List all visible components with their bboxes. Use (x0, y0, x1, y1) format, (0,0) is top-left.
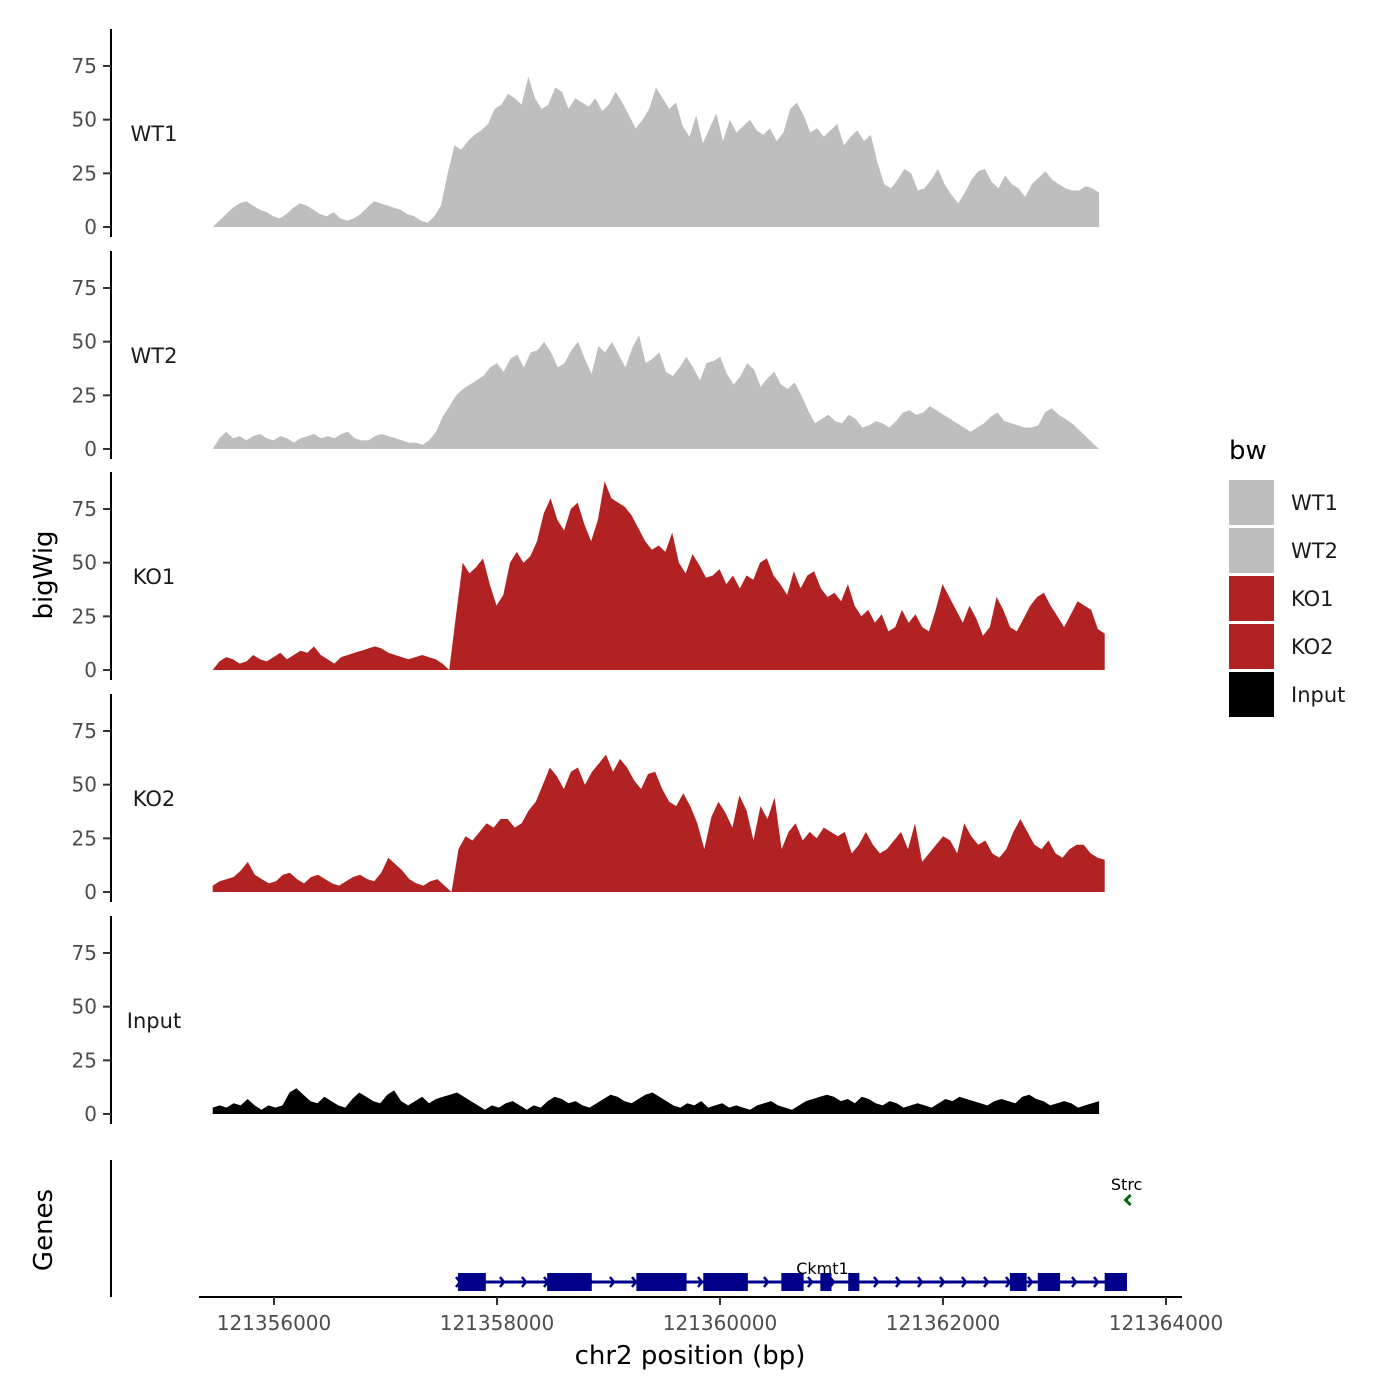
genes-panel: Genes Ckmt1 Strc (29, 1160, 1142, 1297)
y-tick-label: 0 (84, 880, 97, 904)
strand-arrow (1092, 1276, 1100, 1288)
y-tick-label: 0 (84, 437, 97, 461)
gene-exon (1009, 1273, 1027, 1291)
legend-label: WT1 (1291, 491, 1338, 515)
strand-arrow (894, 1276, 902, 1288)
track-label-wt2: WT2 (131, 344, 178, 368)
gene-exon (781, 1273, 804, 1291)
strand-arrow (696, 1276, 704, 1288)
y-tick-label: 25 (72, 161, 97, 185)
gene-label: Strc (1111, 1175, 1142, 1194)
y-tick-label: 75 (72, 54, 97, 78)
y-tick-label: 0 (84, 215, 97, 239)
y-tick-label: 75 (72, 941, 97, 965)
y-tick-label: 0 (84, 1102, 97, 1126)
x-axis-title: chr2 position (bp) (575, 1341, 806, 1371)
gene-exon (457, 1273, 486, 1291)
legend-item-ko1: KO1 (1229, 576, 1334, 621)
y-tick-label: 50 (72, 108, 97, 132)
y-tick-label: 0 (84, 658, 97, 682)
y-tick-label: 50 (72, 995, 97, 1019)
track-label-input: Input (127, 1009, 181, 1033)
coverage-area-ko2 (212, 754, 1105, 892)
strand-arrow (982, 1276, 990, 1288)
y-tick-label: 75 (72, 719, 97, 743)
legend-swatch (1229, 528, 1274, 573)
strand-arrow (608, 1276, 616, 1288)
legend-swatch (1229, 624, 1274, 669)
legend-item-wt1: WT1 (1229, 480, 1338, 525)
strand-arrow (1070, 1276, 1078, 1288)
x-tick-label: 121362000 (886, 1311, 1001, 1335)
strand-arrow (498, 1276, 506, 1288)
strand-arrow (916, 1276, 924, 1288)
strand-arrow (938, 1276, 946, 1288)
track-label-ko2: KO2 (133, 787, 176, 811)
legend-label: WT2 (1291, 539, 1338, 563)
y-tick-label: 75 (72, 497, 97, 521)
legend-swatch (1229, 480, 1274, 525)
coverage-area-wt1 (212, 76, 1100, 227)
legend-label: KO1 (1291, 587, 1334, 611)
gene-ckmt1: Ckmt1 (454, 1259, 1127, 1291)
gene-exon (848, 1273, 860, 1291)
track-input: 0 25 50 75 Input (72, 916, 1100, 1126)
track-wt2: 0 25 50 75 WT2 (72, 251, 1100, 461)
coverage-area-input (212, 1088, 1100, 1114)
track-ko2: 0 25 50 75 KO2 (72, 694, 1105, 904)
legend-item-ko2: KO2 (1229, 624, 1334, 669)
legend-label: Input (1291, 683, 1345, 707)
strand-arrow (872, 1276, 880, 1288)
track-label-ko1: KO1 (133, 565, 176, 589)
strand-arrow (1026, 1276, 1034, 1288)
y-tick-label: 75 (72, 276, 97, 300)
strand-arrow (630, 1276, 638, 1288)
track-ko1: 0 25 50 75 KO1 (72, 472, 1105, 682)
gene-exon (1037, 1273, 1061, 1291)
x-tick-label: 121360000 (663, 1311, 778, 1335)
gene-exon (703, 1273, 748, 1291)
strand-arrow (1123, 1193, 1132, 1207)
gene-exon (820, 1273, 832, 1291)
track-wt1: 0 25 50 75 WT1 (72, 29, 1100, 239)
y-tick-label: 25 (72, 1048, 97, 1072)
legend: bw WT1 WT2 KO1 KO2 Input (1229, 436, 1345, 717)
legend-swatch (1229, 576, 1274, 621)
legend-item-wt2: WT2 (1229, 528, 1338, 573)
legend-label: KO2 (1291, 635, 1334, 659)
coverage-tracks: 0 25 50 75 WT1 0 25 50 75 WT2 0 25 50 75 KO1 0 25 50 75 KO2… (72, 29, 1105, 1126)
gene-exon (547, 1273, 592, 1291)
strand-arrow (960, 1276, 968, 1288)
coverage-area-ko1 (212, 481, 1105, 670)
coverage-area-wt2 (212, 335, 1100, 449)
strand-arrow (520, 1276, 528, 1288)
y-axis-title: bigWig (29, 530, 59, 619)
genes-axis-title: Genes (29, 1189, 59, 1271)
y-tick-label: 50 (72, 551, 97, 575)
x-tick-label: 121364000 (1109, 1311, 1224, 1335)
y-tick-label: 25 (72, 826, 97, 850)
y-tick-label: 25 (72, 383, 97, 407)
strand-arrow (806, 1276, 814, 1288)
x-tick-label: 121356000 (217, 1311, 332, 1335)
legend-item-input: Input (1229, 672, 1345, 717)
strand-arrow (762, 1276, 770, 1288)
gene-label: Ckmt1 (796, 1259, 848, 1278)
y-tick-label: 50 (72, 330, 97, 354)
gene-models: Ckmt1 Strc (454, 1175, 1142, 1291)
y-tick-label: 50 (72, 773, 97, 797)
gene-exon (1104, 1273, 1127, 1291)
x-tick-label: 121358000 (440, 1311, 555, 1335)
y-tick-label: 25 (72, 604, 97, 628)
track-label-wt1: WT1 (131, 122, 178, 146)
x-axis: 121356000 121358000 121360000 121362000 1213… (199, 1296, 1224, 1335)
gene-strc: Strc (1111, 1175, 1142, 1207)
gene-exon (636, 1273, 687, 1291)
legend-swatch (1229, 672, 1274, 717)
legend-title: bw (1229, 436, 1267, 466)
